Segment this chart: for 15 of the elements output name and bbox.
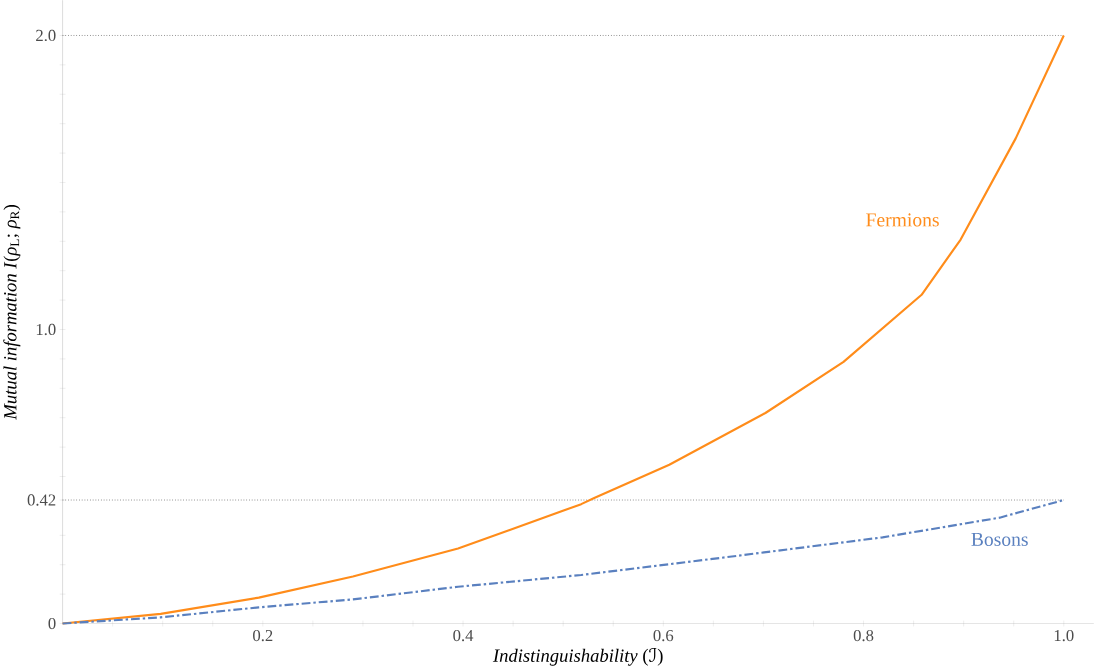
x-tick-label: 0.2 [253,629,273,642]
y-tick-label: 2.0 [36,29,56,42]
y-axis-title: Mutual information I(ρ$_{L}$; ρ$_{R}$) [3,204,21,420]
x-tick-label: 0.6 [653,629,674,642]
line-series [61,34,1065,625]
series-label: Fermions [866,213,939,227]
y-tick-label: 0.42 [27,494,56,506]
x-tick-label: 1.0 [1054,629,1074,642]
x-tick-label: 0.4 [453,629,474,642]
y-tick-label: 0 [48,617,56,630]
x-axis-title: Indistinguishability (ℐ) [492,647,663,666]
line-series [61,498,1065,625]
series-label: Bosons [971,532,1028,546]
x-tick-label: 0.8 [853,629,874,642]
y-tick-label: 1.0 [36,323,56,336]
